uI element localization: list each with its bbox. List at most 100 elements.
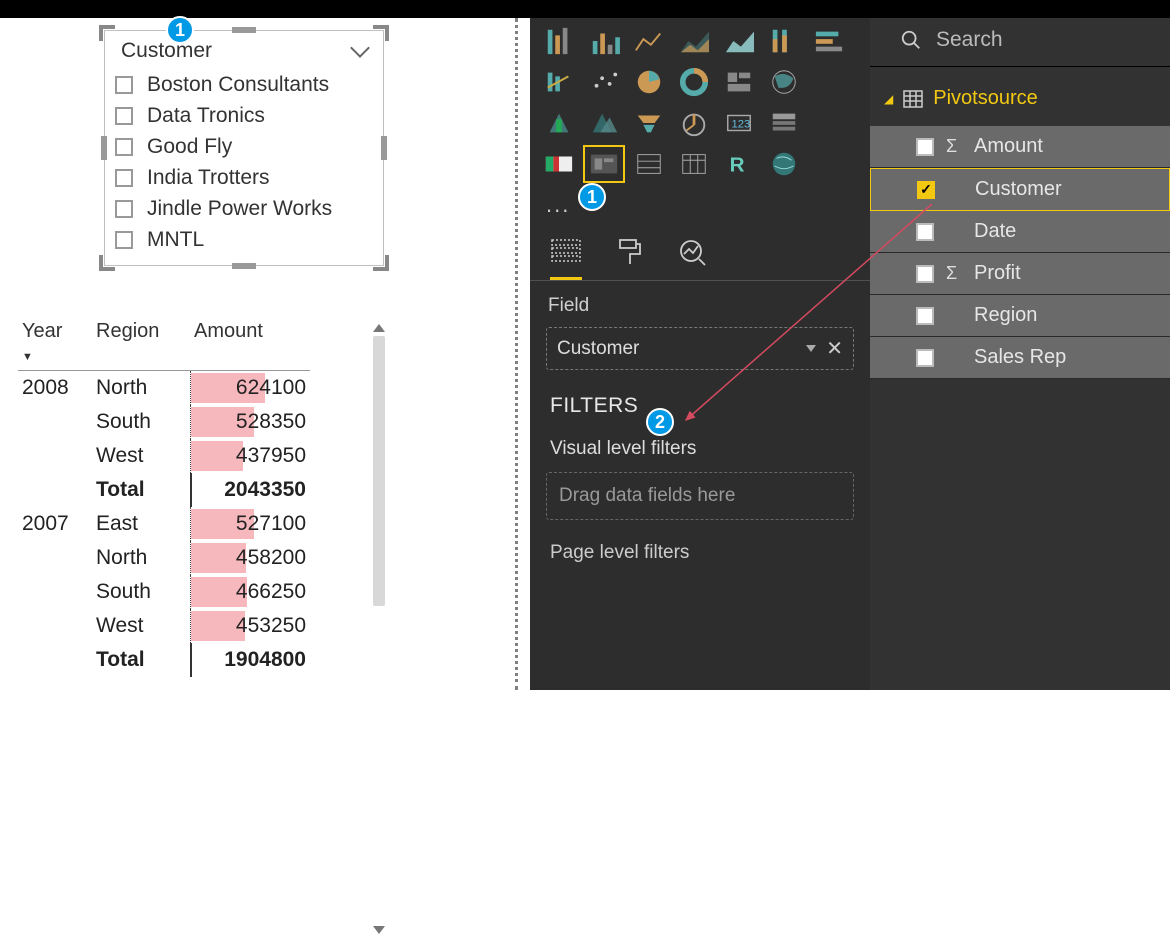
checkbox-icon[interactable]: [916, 138, 934, 156]
cell-year: [18, 643, 92, 677]
viz-type-icon[interactable]: [675, 147, 713, 181]
viz-type-icon[interactable]: [585, 106, 623, 140]
resize-handle-icon[interactable]: [373, 255, 389, 271]
tab-fields[interactable]: [550, 238, 582, 280]
slicer-item[interactable]: Data Tronics: [115, 100, 373, 131]
page-filters-label: Page level filters: [530, 520, 870, 568]
column-header-amount[interactable]: Amount: [190, 316, 310, 370]
callout-badge-1: 1: [166, 16, 194, 44]
cell-region: Total: [92, 473, 190, 507]
viz-type-icon[interactable]: [540, 147, 578, 181]
column-header-region[interactable]: Region: [92, 316, 190, 370]
svg-text:123: 123: [732, 119, 751, 131]
cell-amount: 437950: [190, 439, 310, 473]
table-icon: [903, 90, 923, 108]
tab-format[interactable]: [618, 238, 642, 280]
slicer-item[interactable]: Jindle Power Works: [115, 193, 373, 224]
scroll-thumb[interactable]: [373, 336, 385, 606]
resize-handle-icon[interactable]: [373, 25, 389, 41]
viz-type-icon[interactable]: R: [720, 147, 758, 181]
collapse-icon[interactable]: ◢: [884, 92, 893, 106]
viz-type-icon[interactable]: [765, 65, 803, 99]
fields-table-header[interactable]: ◢ Pivotsource: [870, 67, 1170, 126]
cell-year: [18, 473, 92, 507]
viz-type-icon[interactable]: [585, 65, 623, 99]
resize-handle-icon[interactable]: [381, 136, 387, 160]
svg-text:R: R: [730, 154, 745, 177]
cell-region: South: [92, 575, 190, 609]
resize-handle-icon[interactable]: [101, 136, 107, 160]
cell-amount: 527100: [190, 507, 310, 541]
viz-type-icon[interactable]: [675, 106, 713, 140]
paint-roller-icon: [618, 238, 642, 266]
fields-search[interactable]: Search: [870, 18, 1170, 67]
checkbox-icon[interactable]: [115, 231, 133, 249]
resize-handle-icon[interactable]: [232, 263, 256, 269]
table-row: North458200: [18, 541, 310, 575]
cell-amount: 1904800: [190, 643, 310, 677]
scrollbar[interactable]: [370, 320, 388, 680]
cell-amount: 466250: [190, 575, 310, 609]
viz-type-icon[interactable]: [765, 106, 803, 140]
panel-divider: [515, 18, 518, 690]
visual-filter-dropzone[interactable]: Drag data fields here: [546, 472, 854, 520]
search-icon: [900, 29, 922, 51]
table-row: South466250: [18, 575, 310, 609]
viz-type-icon[interactable]: [675, 65, 713, 99]
sigma-icon: Σ: [946, 136, 962, 157]
viz-type-icon[interactable]: [810, 24, 848, 58]
slicer-item[interactable]: India Trotters: [115, 162, 373, 193]
resize-handle-icon[interactable]: [99, 25, 115, 41]
checkbox-icon[interactable]: [115, 107, 133, 125]
checkbox-icon[interactable]: [115, 76, 133, 94]
viz-type-icon[interactable]: [630, 147, 668, 181]
viz-type-icon[interactable]: [675, 24, 713, 58]
viz-type-icon[interactable]: [540, 65, 578, 99]
checkbox-icon[interactable]: [115, 138, 133, 156]
scroll-down-icon[interactable]: [373, 926, 385, 934]
viz-type-icon[interactable]: [630, 24, 668, 58]
checkbox-icon[interactable]: [115, 200, 133, 218]
viz-type-icon[interactable]: [540, 106, 578, 140]
field-label: Date: [974, 220, 1016, 243]
resize-handle-icon[interactable]: [232, 27, 256, 33]
sort-desc-icon[interactable]: ▼: [22, 351, 33, 363]
viz-type-icon[interactable]: [720, 65, 758, 99]
viz-type-icon[interactable]: [585, 24, 623, 58]
viz-type-icon[interactable]: [765, 24, 803, 58]
viz-type-icon[interactable]: [630, 106, 668, 140]
cell-region: North: [92, 541, 190, 575]
cell-region: North: [92, 371, 190, 405]
viz-type-icon[interactable]: [630, 65, 668, 99]
checkbox-checked-icon[interactable]: ✓: [917, 181, 935, 199]
slicer-item-label: India Trotters: [147, 166, 270, 190]
viz-type-icon[interactable]: [720, 24, 758, 58]
top-black-bar: [0, 0, 1170, 18]
table-row: Total1904800: [18, 643, 310, 677]
viz-type-icon[interactable]: [540, 24, 578, 58]
callout-badge-2: 2: [646, 408, 674, 436]
viz-type-icon[interactable]: 123: [720, 106, 758, 140]
checkbox-icon[interactable]: [115, 169, 133, 187]
cell-amount: 528350: [190, 405, 310, 439]
slicer-item[interactable]: Boston Consultants: [115, 69, 373, 100]
field-item[interactable]: ΣAmount: [870, 126, 1170, 168]
slicer-item[interactable]: MNTL: [115, 224, 373, 255]
cell-year: 2008: [18, 371, 92, 405]
chevron-down-icon[interactable]: [350, 38, 370, 58]
slicer-visual[interactable]: Customer Boston ConsultantsData TronicsG…: [104, 30, 384, 266]
viz-type-icon[interactable]: [585, 147, 623, 181]
column-header-year[interactable]: Year: [22, 320, 62, 342]
field-label: Sales Rep: [974, 346, 1066, 369]
slicer-item-label: MNTL: [147, 228, 204, 252]
viz-type-icon[interactable]: [765, 147, 803, 181]
slicer-item-label: Data Tronics: [147, 104, 265, 128]
slicer-item[interactable]: Good Fly: [115, 131, 373, 162]
visual-filters-label: Visual level filters: [530, 432, 870, 472]
cell-year: [18, 541, 92, 575]
table-row: West437950: [18, 439, 310, 473]
scroll-up-icon[interactable]: [373, 324, 385, 332]
slicer-item-label: Boston Consultants: [147, 73, 329, 97]
resize-handle-icon[interactable]: [99, 255, 115, 271]
field-label: Region: [974, 304, 1037, 327]
